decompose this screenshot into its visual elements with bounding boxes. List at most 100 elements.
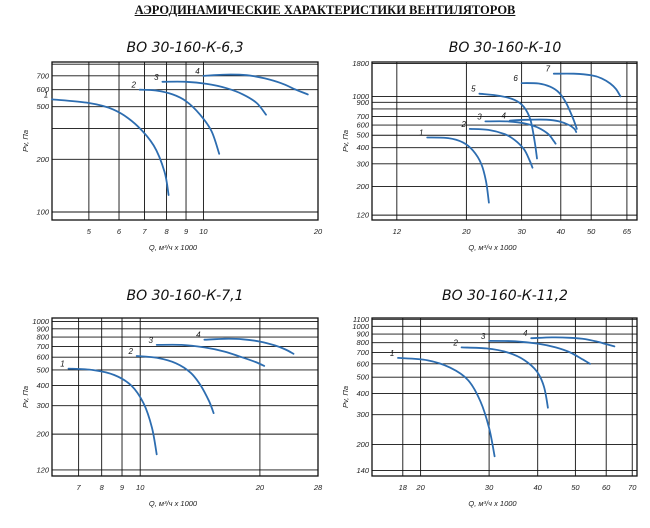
y-tick-label: 700 bbox=[356, 112, 369, 121]
y-tick-label: 400 bbox=[36, 381, 49, 390]
x-tick-label: 5 bbox=[87, 227, 92, 236]
curve-label: 2 bbox=[461, 120, 467, 129]
curve-3 bbox=[162, 82, 266, 115]
y-tick-label: 500 bbox=[36, 102, 49, 111]
curve-2 bbox=[137, 356, 214, 413]
curve-7 bbox=[554, 74, 621, 97]
y-tick-label: 800 bbox=[36, 333, 49, 342]
chart-title: ВО 30-160-К-10 bbox=[449, 40, 562, 56]
y-tick-label: 300 bbox=[356, 410, 369, 419]
curve-4 bbox=[203, 75, 307, 95]
curve-5 bbox=[479, 94, 537, 159]
x-tick-label: 7 bbox=[142, 227, 147, 236]
curve-6 bbox=[522, 83, 577, 129]
y-tick-label: 200 bbox=[35, 430, 49, 439]
curve-2 bbox=[140, 90, 220, 154]
x-tick-label: 9 bbox=[184, 227, 189, 236]
x-tick-label: 10 bbox=[199, 227, 208, 236]
x-tick-label: 10 bbox=[136, 483, 145, 492]
y-tick-label: 140 bbox=[356, 466, 369, 475]
y-tick-label: 1000 bbox=[32, 317, 50, 326]
curve-label: 7 bbox=[546, 65, 551, 74]
curve-label: 1 bbox=[44, 90, 48, 99]
y-tick-label: 700 bbox=[36, 71, 49, 80]
x-tick-label: 20 bbox=[415, 483, 425, 492]
x-axis-label: Q, м³/ч х 1000 bbox=[149, 243, 198, 252]
y-tick-label: 500 bbox=[356, 373, 369, 382]
x-tick-label: 70 bbox=[628, 483, 637, 492]
curve-1 bbox=[52, 99, 169, 195]
x-tick-label: 65 bbox=[623, 227, 632, 236]
x-tick-label: 40 bbox=[557, 227, 566, 236]
curve-label: 2 bbox=[127, 347, 133, 356]
y-tick-label: 100 bbox=[36, 207, 49, 216]
x-tick-label: 30 bbox=[485, 483, 494, 492]
plot-frame bbox=[52, 62, 318, 220]
curve-label: 5 bbox=[471, 85, 476, 94]
y-axis-label: Pv, Па bbox=[21, 386, 30, 408]
y-tick-label: 600 bbox=[356, 121, 369, 130]
curve-1 bbox=[398, 358, 495, 456]
x-tick-label: 40 bbox=[534, 483, 543, 492]
x-tick-label: 8 bbox=[164, 227, 169, 236]
y-tick-label: 120 bbox=[36, 465, 49, 474]
x-tick-label: 9 bbox=[120, 483, 125, 492]
y-tick-label: 400 bbox=[356, 389, 369, 398]
y-tick-label: 200 bbox=[35, 155, 49, 164]
curve-label: 3 bbox=[154, 73, 159, 82]
y-tick-label: 1000 bbox=[352, 92, 370, 101]
x-tick-label: 12 bbox=[393, 227, 402, 236]
y-tick-label: 1100 bbox=[353, 315, 370, 324]
x-tick-label: 18 bbox=[399, 483, 408, 492]
x-tick-label: 20 bbox=[313, 227, 323, 236]
curve-label: 1 bbox=[60, 360, 64, 369]
curve-label: 4 bbox=[195, 67, 200, 76]
curve-label: 3 bbox=[148, 336, 153, 345]
y-tick-label: 500 bbox=[36, 365, 49, 374]
curve-label: 1 bbox=[419, 129, 423, 138]
x-tick-label: 30 bbox=[517, 227, 526, 236]
curve-label: 4 bbox=[502, 112, 507, 121]
x-tick-label: 50 bbox=[571, 483, 580, 492]
x-axis-label: Q, м³/ч х 1000 bbox=[468, 499, 517, 508]
x-tick-label: 60 bbox=[602, 483, 611, 492]
y-tick-label: 300 bbox=[36, 401, 49, 410]
y-tick-label: 300 bbox=[356, 159, 369, 168]
x-tick-label: 20 bbox=[461, 227, 471, 236]
curve-label: 4 bbox=[196, 331, 201, 340]
y-tick-label: 200 bbox=[355, 182, 369, 191]
chart-title: ВО 30-160-К-6,3 bbox=[127, 40, 244, 56]
x-axis-label: Q, м³/ч х 1000 bbox=[468, 243, 517, 252]
x-axis-label: Q, м³/ч х 1000 bbox=[149, 499, 198, 508]
x-tick-label: 8 bbox=[100, 483, 105, 492]
y-tick-label: 600 bbox=[36, 353, 49, 362]
x-tick-label: 6 bbox=[117, 227, 122, 236]
plot-frame bbox=[52, 318, 318, 476]
curve-label: 6 bbox=[513, 74, 518, 83]
chart-title: ВО 30-160-К-11,2 bbox=[442, 288, 568, 304]
x-tick-label: 20 bbox=[255, 483, 265, 492]
x-tick-label: 7 bbox=[77, 483, 82, 492]
curve-2 bbox=[470, 129, 533, 168]
y-tick-label: 400 bbox=[356, 143, 369, 152]
y-tick-label: 1800 bbox=[352, 59, 370, 68]
curve-label: 4 bbox=[523, 329, 528, 338]
y-axis-label: Pv, Па bbox=[341, 386, 350, 408]
y-tick-label: 600 bbox=[356, 359, 369, 368]
curve-label: 3 bbox=[481, 332, 486, 341]
plot-frame bbox=[372, 62, 637, 220]
y-tick-label: 900 bbox=[356, 330, 369, 339]
y-tick-label: 120 bbox=[356, 211, 369, 220]
y-tick-label: 500 bbox=[356, 131, 369, 140]
y-tick-label: 700 bbox=[36, 342, 49, 351]
curve-1 bbox=[69, 369, 157, 455]
curve-1 bbox=[427, 138, 489, 203]
y-tick-label: 800 bbox=[356, 338, 369, 347]
curve-label: 3 bbox=[477, 112, 482, 121]
x-tick-label: 28 bbox=[313, 483, 323, 492]
curve-label: 1 bbox=[390, 349, 394, 358]
curve-label: 2 bbox=[130, 81, 136, 90]
y-tick-label: 700 bbox=[356, 348, 369, 357]
y-axis-label: Pv, Па bbox=[21, 130, 30, 152]
